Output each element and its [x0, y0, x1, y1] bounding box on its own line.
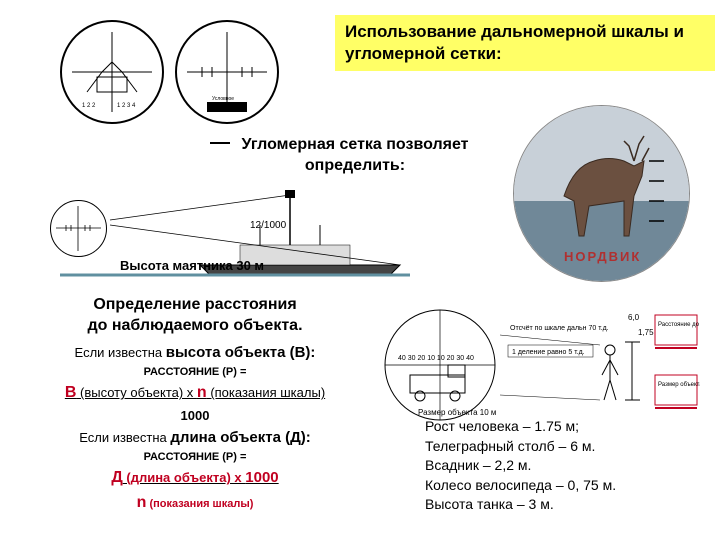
svg-text:НОРДВИК: НОРДВИК — [564, 249, 641, 264]
main-title: Использование дальномерной шкалы и углом… — [335, 15, 715, 71]
formula-block: Если известна высота объекта (В): РАССТО… — [25, 340, 365, 516]
svg-text:1 деление равно 5 т.д.: 1 деление равно 5 т.д. — [512, 349, 585, 356]
ref-line-5: Высота танка – 3 м. — [425, 495, 685, 515]
mast-height-label: Высота маятника 30 м — [120, 258, 264, 273]
formula-f1-b: (высоту объекта) х — [76, 385, 197, 400]
section-title: Определение расстояния до наблюдаемого о… — [30, 295, 360, 337]
ref-line-1: Рост человека – 1.75 м; — [425, 417, 685, 437]
svg-text:Условное: Условное — [212, 96, 234, 102]
ref-line-3: Всадник – 2,2 м. — [425, 456, 685, 476]
formula-f2-n-a: n — [137, 494, 147, 511]
formula-intro2-b: длина объекта (Д): — [170, 429, 310, 446]
svg-text:Размер объекта 10 м: Размер объекта 10 м — [418, 408, 496, 417]
formula-intro1-a: Если известна — [75, 345, 166, 360]
scope-diagram-left: 1 2 2 1 2 3 4 — [60, 20, 164, 124]
svg-text:12/1000: 12/1000 — [250, 220, 287, 231]
formula-f1-d: (показания шкалы) — [207, 385, 325, 400]
svg-text:1 2 2: 1 2 2 — [82, 103, 96, 109]
svg-text:6,0: 6,0 — [628, 313, 640, 322]
formula-f2-n-b: (показания шкалы) — [146, 498, 253, 510]
formula-r1: РАССТОЯНИЕ (Р) = — [144, 366, 247, 378]
formula-f2-a: Д — [111, 469, 122, 486]
subtitle-connector — [210, 142, 230, 144]
formula-f2-c: 1000 — [245, 469, 278, 486]
formula-f1-a: В — [65, 384, 77, 401]
truck-person-diagram: 40 30 20 10 10 20 30 40 Отсчёт по шкале … — [380, 300, 700, 430]
svg-text:Отсчёт по шкале дальн 70 т.д.: Отсчёт по шкале дальн 70 т.д. — [510, 325, 609, 332]
reference-sizes-list: Рост человека – 1.75 м; Телеграфный стол… — [425, 417, 685, 515]
formula-f1-den: 1000 — [181, 408, 210, 423]
subtitle: Угломерная сетка позволяет определить: — [235, 135, 475, 177]
svg-text:1 2 3 4: 1 2 3 4 — [117, 103, 136, 109]
section-title-line2: до наблюдаемого объекта. — [87, 317, 302, 334]
ref-line-4: Колесо велосипеда – 0, 75 м. — [425, 476, 685, 496]
formula-intro2-a: Если известна — [79, 430, 170, 445]
formula-f1-c: n — [197, 384, 207, 401]
deer-reticle-diagram: НОРДВИК — [513, 105, 690, 282]
formula-intro1-b: высота объекта (В): — [166, 344, 316, 361]
svg-text:40 30 20 10 10 20 30: 40 30 20 10 10 20 30 40 — [398, 355, 474, 362]
svg-text:1,75: 1,75 — [638, 328, 654, 337]
formula-r2: РАССТОЯНИЕ (Р) = — [144, 451, 247, 463]
section-title-line1: Определение расстояния — [93, 296, 296, 313]
svg-text:Расстояние до объекта 50 м: Расстояние до объекта 50 м — [658, 322, 700, 328]
formula-f2-b: (длина объекта) х — [123, 470, 246, 485]
ref-line-2: Телеграфный столб – 6 м. — [425, 437, 685, 457]
scope-diagram-right: Условное — [175, 20, 279, 124]
svg-text:Размер объекта 1,75 м: Размер объекта 1,75 м — [658, 382, 700, 388]
